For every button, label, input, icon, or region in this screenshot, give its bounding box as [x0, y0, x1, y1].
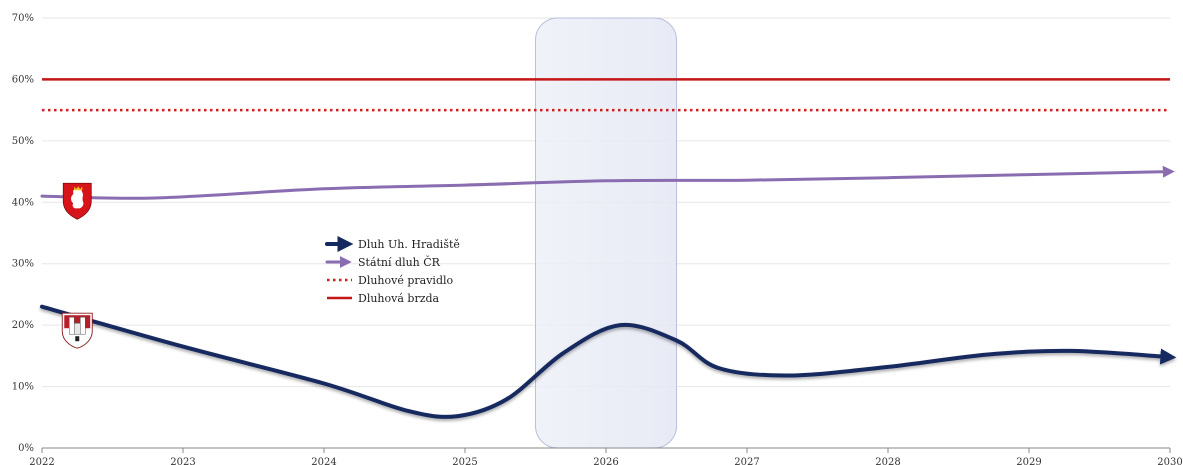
legend-label: Státní dluh ČR — [358, 255, 441, 269]
uherske-hradiste-coat-of-arms-icon — [61, 312, 93, 349]
axes: 0% 10% 20% 30% 40% 50% 60% 70% 2022 2023 2024 2025 2… — [12, 13, 1183, 465]
legend-item-dluhov-pravidlo: Dluhové pravidlo — [327, 274, 453, 287]
czech-lion-coat-of-arms-icon — [62, 182, 92, 220]
legend-label: Dluhové pravidlo — [358, 274, 453, 287]
y-tick-label: 20% — [12, 320, 34, 331]
x-tick-label: 2024 — [311, 457, 336, 465]
gate — [75, 336, 80, 342]
x-tick-label: 2030 — [1157, 457, 1182, 465]
wall-center — [74, 322, 81, 335]
series-layer — [40, 78, 1177, 419]
legend-item-st-tn-dluh-r: Státní dluh ČR — [325, 255, 441, 269]
y-tick-label: 10% — [12, 382, 34, 393]
x-tick-label: 2029 — [1016, 457, 1041, 465]
legend-label: Dluh Uh. Hradiště — [358, 238, 460, 251]
tower-left — [69, 316, 75, 335]
lion-shape — [71, 188, 84, 209]
legend-item-dluhov-brzda: Dluhová brzda — [327, 292, 440, 305]
highlight-band — [535, 17, 677, 449]
x-tick-label: 2025 — [452, 457, 477, 465]
crown-shape — [74, 186, 83, 191]
y-tick-label: 0% — [18, 443, 34, 454]
tower-right — [80, 316, 86, 335]
icon-layer — [61, 182, 93, 349]
highlight-band-layer — [535, 17, 677, 449]
x-tick-label: 2022 — [29, 457, 54, 465]
x-tick-label: 2028 — [875, 457, 900, 465]
series-st-tn-dluh-r-line — [40, 165, 1175, 200]
legend-item-dluh-uh-hradi-t-: Dluh Uh. Hradiště — [325, 236, 460, 252]
y-tick-label: 30% — [12, 259, 34, 270]
y-tick-label: 50% — [12, 136, 34, 147]
x-tick-label: 2027 — [734, 457, 759, 465]
legend: Dluh Uh. Hradiště Státní dluh ČR Dluhové p… — [325, 236, 460, 305]
y-tick-label: 70% — [12, 13, 34, 24]
y-tick-label: 60% — [12, 74, 34, 85]
x-tick-label: 2026 — [593, 457, 618, 465]
x-tick-label: 2023 — [170, 457, 195, 465]
y-tick-label: 40% — [12, 197, 34, 208]
series-dluh-uh-hradi-t--line — [40, 304, 1177, 419]
legend-label: Dluhová brzda — [358, 292, 440, 305]
